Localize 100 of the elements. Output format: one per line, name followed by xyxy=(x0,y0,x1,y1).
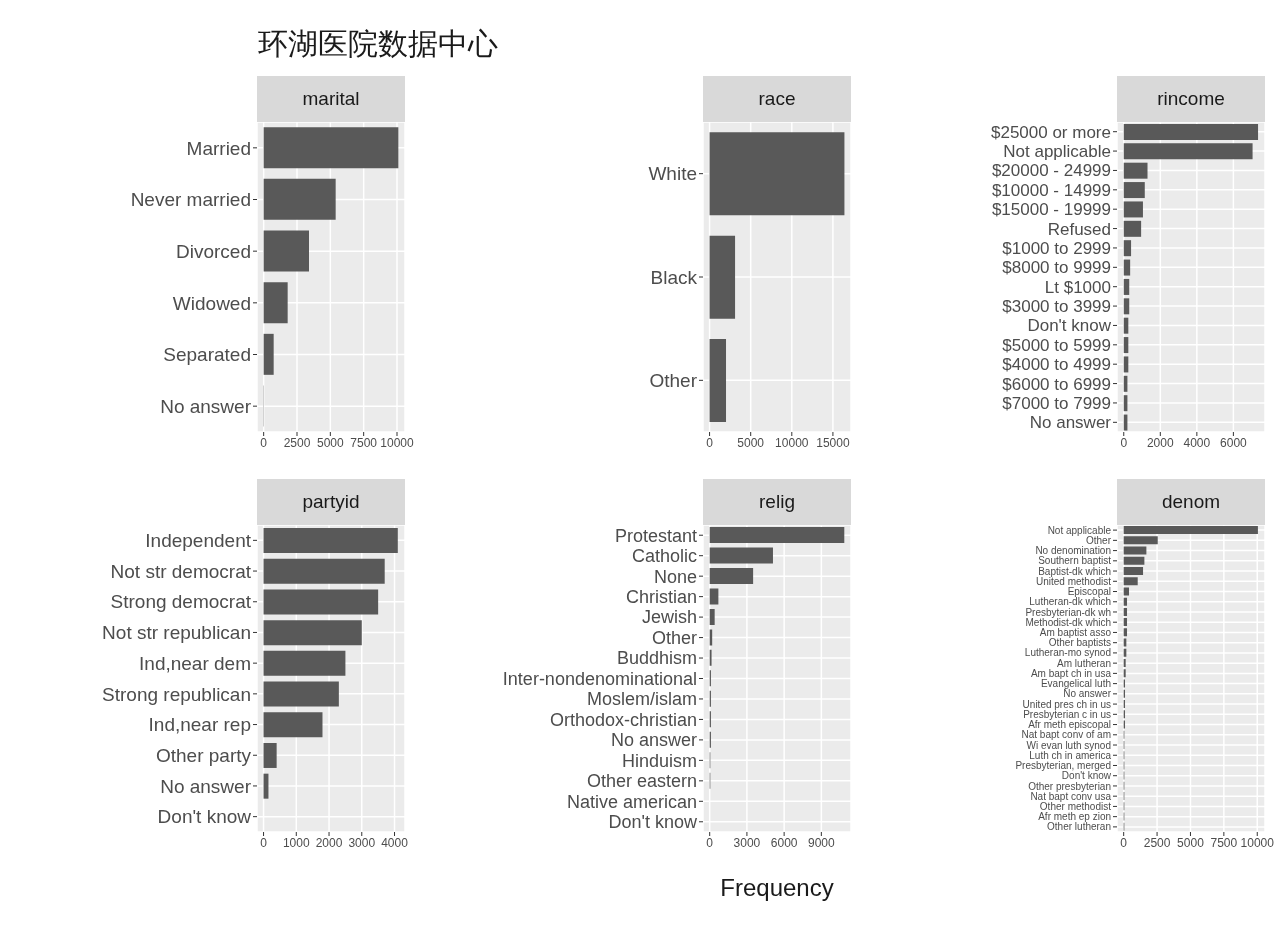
bar xyxy=(263,558,385,584)
x-tick-label: 9000 xyxy=(808,835,836,850)
y-tick-label: Presbyterian-dk wh xyxy=(1025,606,1111,618)
y-tick-label: Lutheran-mo synod xyxy=(1024,647,1111,659)
y-tick-label: Orthodox-christian xyxy=(549,709,697,730)
bar xyxy=(1123,123,1259,140)
y-tick-label: $4000 to 4999 xyxy=(1002,355,1111,375)
y-tick-label: Baptist-dk which xyxy=(1038,565,1111,577)
y-tick-label: White xyxy=(648,163,697,185)
x-tick-label: 4000 xyxy=(1183,435,1211,450)
x-tick-label: 0 xyxy=(1120,435,1128,450)
x-tick-label: 7500 xyxy=(1210,835,1238,850)
x-tick-label: 0 xyxy=(260,435,268,450)
y-tick-label: Separated xyxy=(163,344,251,366)
y-tick-label: Don't know xyxy=(608,812,698,833)
y-tick-label: $25000 or more xyxy=(990,122,1111,142)
y-tick-label: Other xyxy=(651,627,697,648)
x-tick-label: 0 xyxy=(706,435,714,450)
y-tick-label: Episcopal xyxy=(1067,586,1111,598)
y-tick-label: Lutheran-dk which xyxy=(1029,596,1111,608)
text: 环湖医院数据中心 xyxy=(258,25,498,63)
bar xyxy=(263,127,399,169)
x-tick-label: 6000 xyxy=(770,835,798,850)
y-tick-label: Lt $1000 xyxy=(1044,277,1111,297)
bar xyxy=(709,588,719,605)
y-tick-label: Not applicable xyxy=(1047,524,1112,536)
y-tick-label: Widowed xyxy=(172,292,251,314)
x-tick-label: 10000 xyxy=(380,435,415,450)
x-tick-label: 0 xyxy=(1120,835,1128,850)
y-tick-label: $8000 to 9999 xyxy=(1002,258,1111,278)
y-tick-label: Other party xyxy=(155,744,252,766)
y-tick-label: United pres ch in us xyxy=(1022,698,1111,710)
y-tick-label: No answer xyxy=(160,395,252,417)
bar xyxy=(1123,162,1148,179)
y-tick-label: Christian xyxy=(625,587,697,608)
y-tick-label: Protestant xyxy=(614,525,697,546)
x-tick-label: 2500 xyxy=(283,435,311,450)
x-tick-label: 3000 xyxy=(733,835,761,850)
y-tick-label: Afr meth ep zion xyxy=(1038,811,1111,823)
bar xyxy=(263,230,309,272)
y-tick-label: No answer xyxy=(160,775,252,797)
bar xyxy=(1123,298,1130,315)
y-tick-label: Ind,near rep xyxy=(148,714,251,736)
y-tick-label: Presbyterian, merged xyxy=(1015,760,1111,772)
y-tick-label: Don't know xyxy=(1027,316,1112,336)
bar xyxy=(1123,220,1142,237)
bar xyxy=(709,339,727,422)
y-tick-label: No denomination xyxy=(1035,545,1111,557)
y-tick-label: Am bapt ch in usa xyxy=(1030,667,1112,679)
y-tick-label: None xyxy=(653,566,697,587)
y-tick-label: Other presbyterian xyxy=(1028,780,1111,792)
y-tick-label: $7000 to 7999 xyxy=(1002,393,1111,413)
bar xyxy=(709,608,715,625)
x-tick-label: 2000 xyxy=(1146,435,1174,450)
y-tick-label: Other eastern xyxy=(586,771,697,792)
bar xyxy=(1123,278,1130,295)
y-tick-label: $15000 - 19999 xyxy=(991,200,1111,220)
y-tick-label: $1000 to 2999 xyxy=(1002,238,1111,258)
y-tick-label: Jewish xyxy=(641,607,697,628)
y-tick-label: Independent xyxy=(145,530,252,552)
y-tick-label: No answer xyxy=(1029,413,1112,433)
bar xyxy=(263,620,362,646)
y-tick-label: Am lutheran xyxy=(1057,657,1111,669)
x-tick-label: 1000 xyxy=(282,835,310,850)
y-tick-label: Other lutheran xyxy=(1047,821,1111,833)
y-tick-label: $6000 to 6999 xyxy=(1002,374,1111,394)
y-tick-label: Buddhism xyxy=(616,648,697,669)
y-tick-label: Nat bapt conv of am xyxy=(1021,729,1111,741)
y-tick-label: Never married xyxy=(130,189,251,211)
chart-title: relig xyxy=(703,479,851,525)
bar xyxy=(1123,259,1131,276)
y-tick-label: Wi evan luth synod xyxy=(1026,739,1111,751)
bar xyxy=(1123,669,1126,678)
x-tick-label: 5000 xyxy=(1177,835,1205,850)
bar xyxy=(1123,182,1145,199)
bar xyxy=(263,650,346,676)
y-tick-label: Other methodist xyxy=(1039,800,1112,812)
y-tick-label: $3000 to 3999 xyxy=(1002,297,1111,317)
x-tick-label: 4000 xyxy=(381,835,409,850)
chart-title: denom xyxy=(1117,479,1265,525)
y-tick-label: Am baptist asso xyxy=(1039,627,1112,638)
bar xyxy=(263,589,379,615)
x-tick-label: 10000 xyxy=(775,435,809,450)
bar xyxy=(1123,536,1158,545)
bar xyxy=(263,712,323,738)
x-tick-label: 15000 xyxy=(816,435,850,450)
y-tick-label: Afr meth episcopal xyxy=(1028,719,1111,731)
bar xyxy=(709,132,845,216)
bar xyxy=(263,742,277,768)
bar xyxy=(709,547,773,564)
x-tick-label: 0 xyxy=(260,835,268,850)
bar xyxy=(1123,201,1143,218)
bar xyxy=(263,282,288,324)
bar xyxy=(1123,240,1132,257)
bar xyxy=(1123,546,1147,555)
x-tick-label: 2000 xyxy=(315,835,343,850)
x-axis-title: Frequency xyxy=(719,874,835,902)
bar xyxy=(1123,577,1138,586)
y-tick-label: Presbyterian c in us xyxy=(1023,708,1111,720)
y-tick-label: Don't know xyxy=(1061,770,1112,782)
